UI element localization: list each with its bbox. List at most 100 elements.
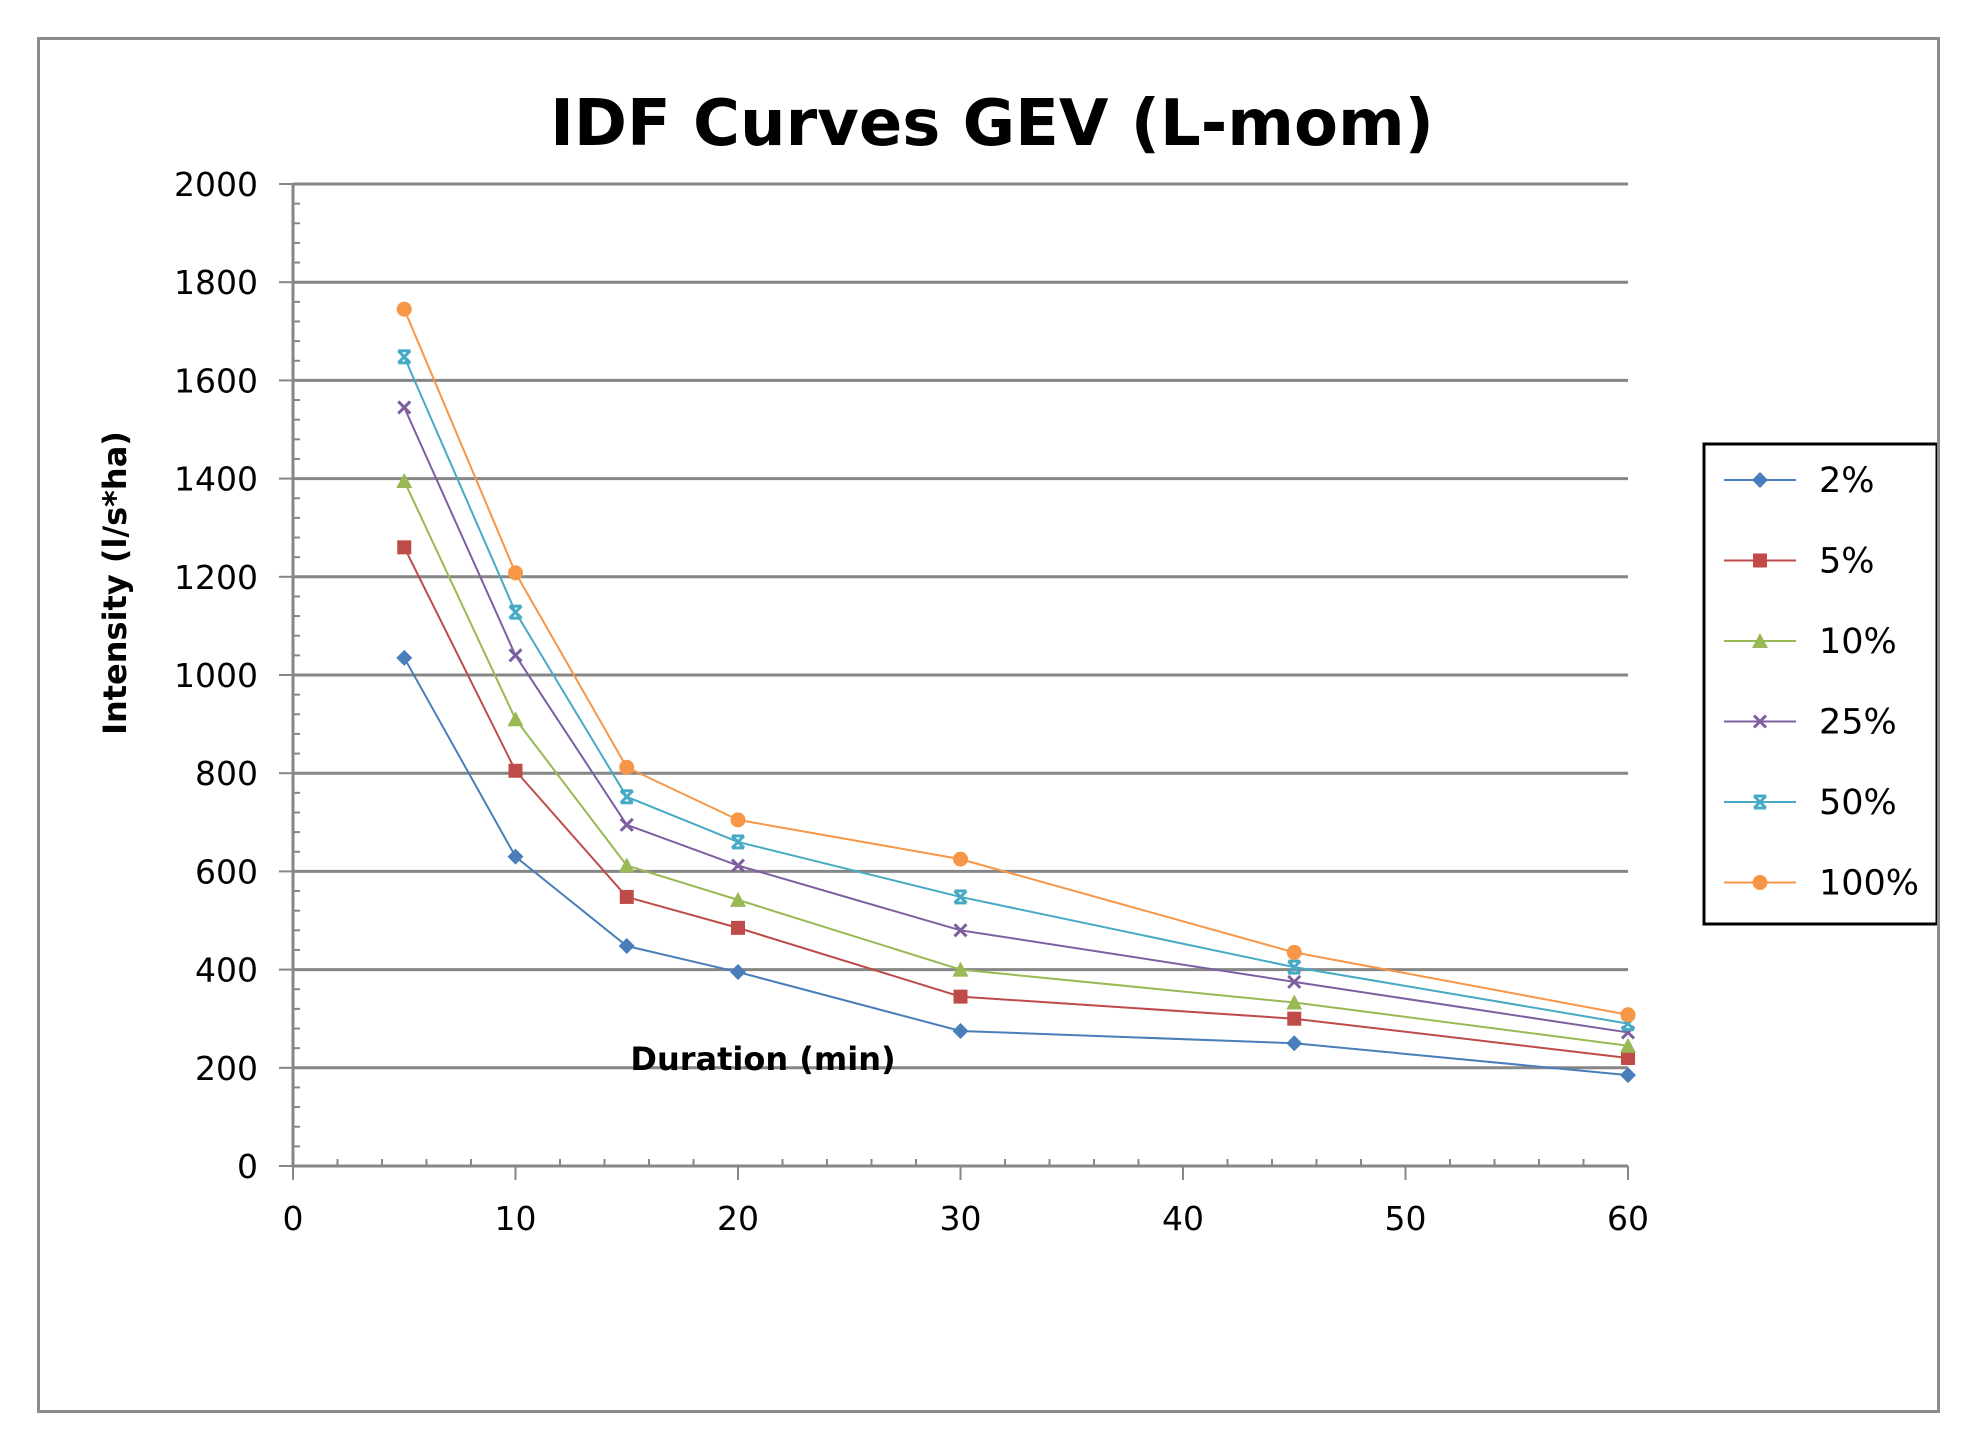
legend-box — [1702, 442, 1937, 926]
marker-stroke — [619, 789, 634, 804]
legend-marker — [1753, 553, 1767, 568]
y-tick-label-1400: 1400 — [174, 460, 258, 499]
series-25pct-point — [1287, 974, 1302, 989]
y-tick-label-1800: 1800 — [174, 263, 258, 302]
marker-stroke — [1287, 974, 1302, 989]
marker-stroke — [1287, 960, 1302, 975]
y-tick-label-600: 600 — [195, 852, 258, 891]
series-10pct-point — [730, 891, 746, 907]
y-axis-title: Intensity (l/s*ha) — [96, 431, 134, 735]
x-tick-label-10: 10 — [495, 1199, 537, 1238]
series-25pct — [397, 400, 1636, 1040]
series-10pct-line — [403, 480, 1629, 1047]
series-10pct-point — [952, 961, 969, 977]
series-2pct — [396, 649, 1636, 1084]
series-25pct-point — [730, 858, 746, 873]
x-tick-label-40: 40 — [1162, 1199, 1204, 1238]
y-tick-label-200: 200 — [195, 1049, 258, 1088]
legend-label: 100% — [1819, 864, 1919, 904]
series-5pct-point — [508, 763, 523, 778]
series-100pct-point — [508, 565, 523, 581]
y-tick-label-1600: 1600 — [174, 361, 258, 400]
series-lines — [396, 301, 1636, 1084]
series-2pct-point — [396, 649, 413, 666]
series-100pct-point — [1620, 1007, 1636, 1023]
x-tick-label-20: 20 — [717, 1199, 759, 1238]
axes — [279, 183, 1629, 1180]
series-10pct-point — [507, 711, 524, 727]
marker-stroke — [619, 817, 634, 832]
x-axis-title: Duration (min) — [630, 1040, 895, 1078]
series-2pct-line — [403, 657, 1629, 1077]
y-tick-label-1200: 1200 — [174, 558, 258, 597]
series-2pct-point — [1620, 1067, 1636, 1084]
x-tick-label-30: 30 — [940, 1199, 982, 1238]
series-10pct-point — [1286, 994, 1303, 1010]
series-50pct-line — [403, 356, 1629, 1025]
legend-item-25pct: 25% — [1724, 703, 1897, 743]
series-100pct-point — [619, 759, 635, 775]
series-25pct-point — [619, 817, 634, 832]
legend-item-2pct: 2% — [1724, 461, 1875, 501]
legend: 2% 5% 10% 25% 50% 100% — [1702, 442, 1937, 926]
series-100pct — [396, 301, 1636, 1023]
series-100pct-point — [730, 812, 746, 828]
chart-canvas: IDF Curves GEV (L-mom) 02004006008001000… — [96, 87, 1937, 1238]
series-5pct-point — [1287, 1011, 1302, 1026]
series-25pct-point — [397, 400, 412, 415]
gridlines — [293, 182, 1628, 1070]
series-10pct-point — [396, 473, 413, 489]
marker-stroke — [397, 349, 412, 364]
legend-label: 25% — [1819, 703, 1897, 743]
series-25pct-point — [953, 923, 968, 938]
series-10pct-point — [1620, 1037, 1636, 1053]
legend-marker — [1752, 794, 1768, 810]
legend-label: 10% — [1819, 622, 1897, 662]
marker-stroke — [730, 858, 746, 873]
legend-item-50pct: 50% — [1724, 783, 1897, 823]
legend-marker — [1752, 633, 1768, 648]
legend-marker — [1752, 714, 1768, 729]
tick-labels: 0 200 400 600 800 1000 1200 1400 1600 1800 2000 0 10… — [174, 165, 1649, 1238]
legend-label: 5% — [1819, 542, 1875, 582]
x-tick-label-0: 0 — [283, 1199, 304, 1238]
series-100pct-point — [1286, 944, 1302, 960]
marker-stroke — [508, 605, 523, 620]
legend-item-10pct: 10% — [1724, 622, 1897, 662]
marker-stroke — [397, 400, 412, 415]
series-5pct-point — [397, 540, 412, 555]
series-50pct-point — [1287, 959, 1302, 975]
marker-stroke — [1752, 794, 1768, 810]
series-100pct-point — [953, 851, 968, 867]
legend-marker — [1752, 472, 1768, 488]
legend-label: 2% — [1819, 461, 1875, 501]
y-tick-label-800: 800 — [195, 754, 258, 793]
series-5pct-point — [619, 889, 634, 904]
y-tick-label-1000: 1000 — [174, 656, 258, 695]
marker-stroke — [730, 834, 746, 850]
series-50pct-point — [397, 349, 412, 365]
series-5pct — [397, 540, 1635, 1065]
x-tick-label-60: 60 — [1607, 1199, 1649, 1238]
series-2pct-point — [507, 848, 524, 865]
x-tick-label-50: 50 — [1385, 1199, 1427, 1238]
series-10pct — [396, 473, 1636, 1053]
marker-stroke — [1752, 714, 1768, 729]
y-tick-label-0: 0 — [237, 1147, 258, 1186]
series-50pct — [397, 349, 1636, 1032]
marker-stroke — [953, 923, 968, 938]
series-2pct-point — [730, 964, 746, 981]
series-5pct-point — [953, 989, 968, 1004]
chart-title: IDF Curves GEV (L-mom) — [550, 87, 1434, 161]
y-tick-label-400: 400 — [195, 951, 258, 990]
series-10pct-point — [618, 857, 635, 873]
legend-item-5pct: 5% — [1724, 542, 1875, 582]
series-50pct-point — [508, 604, 523, 620]
series-2pct-point — [1286, 1035, 1303, 1052]
series-5pct-point — [731, 920, 745, 935]
chart-frame: IDF Curves GEV (L-mom) 0 200 400 600 800 1000… — [37, 37, 1940, 1413]
series-100pct-point — [396, 301, 412, 317]
series-2pct-point — [952, 1022, 969, 1039]
series-5pct-point — [1621, 1050, 1635, 1065]
marker-stroke — [508, 648, 523, 663]
